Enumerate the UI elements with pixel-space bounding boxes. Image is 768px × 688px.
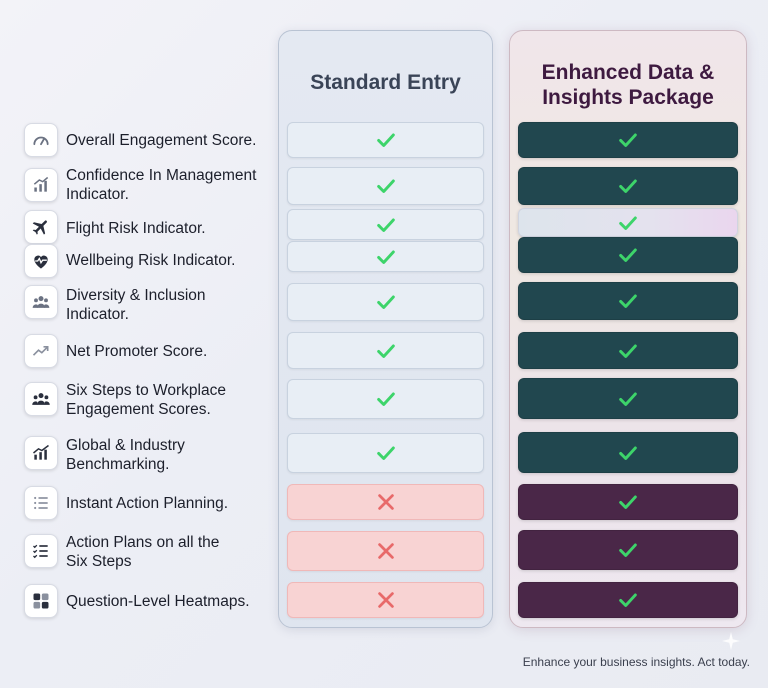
- enhanced-cell: [518, 167, 738, 205]
- check-icon: [375, 442, 397, 464]
- enhanced-cell: [518, 432, 738, 473]
- check-icon: [617, 491, 639, 513]
- check-icon: [375, 129, 397, 151]
- check-icon: [375, 291, 397, 313]
- feature-label: Flight Risk Indicator.: [66, 219, 271, 238]
- feature-label-line1: Wellbeing Risk Indicator.: [66, 252, 236, 269]
- standard-cell: [287, 209, 484, 240]
- cross-icon: [375, 491, 397, 513]
- cross-icon: [375, 540, 397, 562]
- feature-label-line1: Confidence In Management: [66, 167, 257, 184]
- enhanced-cell: [518, 237, 738, 273]
- sparkle-icon: [722, 632, 740, 650]
- standard-cell: [287, 332, 484, 369]
- feature-label: Diversity & Inclusion Indicator.: [66, 286, 271, 324]
- feature-label-line1: Action Plans on all the: [66, 534, 220, 551]
- trend-up-icon: [24, 334, 58, 368]
- airplane-icon: [24, 210, 58, 244]
- check-icon: [375, 175, 397, 197]
- feature-label-line2: Benchmarking.: [66, 456, 170, 473]
- feature-label: Question-Level Heatmaps.: [66, 592, 271, 611]
- check-icon: [375, 214, 397, 236]
- standard-cell: [287, 379, 484, 419]
- enhanced-cell: [518, 332, 738, 369]
- check-icon: [617, 340, 639, 362]
- standard-entry-title-text: Standard Entry: [310, 71, 461, 94]
- enhanced-package-title: Enhanced Data & Insights Package: [509, 60, 747, 110]
- standard-cell: [287, 433, 484, 473]
- check-icon: [617, 212, 639, 234]
- feature-label-line1: Global & Industry: [66, 437, 185, 454]
- standard-cell: [287, 582, 484, 618]
- feature-label: Confidence In Management Indicator.: [66, 166, 271, 204]
- heart-pulse-icon: [24, 244, 58, 278]
- enhanced-cell: [518, 378, 738, 419]
- enhanced-cell: [518, 208, 738, 237]
- enhanced-cell: [518, 484, 738, 520]
- feature-label: Action Plans on all the Six Steps: [66, 533, 271, 571]
- standard-entry-title: Standard Entry: [278, 70, 493, 95]
- check-icon: [375, 246, 397, 268]
- cross-icon: [375, 589, 397, 611]
- feature-label: Net Promoter Score.: [66, 342, 271, 361]
- check-icon: [617, 244, 639, 266]
- standard-cell: [287, 167, 484, 205]
- feature-label: Instant Action Planning.: [66, 494, 271, 513]
- people-group-icon: [24, 285, 58, 319]
- check-icon: [617, 442, 639, 464]
- enhanced-title-line2: Insights Package: [542, 86, 714, 110]
- feature-label: Wellbeing Risk Indicator.: [66, 251, 271, 270]
- check-icon: [617, 175, 639, 197]
- check-icon: [617, 388, 639, 410]
- feature-label-line1: Question-Level Heatmaps.: [66, 593, 250, 610]
- bar-chart-up-icon: [24, 168, 58, 202]
- gauge-icon: [24, 123, 58, 157]
- standard-cell: [287, 484, 484, 520]
- feature-label-line2: Engagement Scores.: [66, 401, 211, 418]
- standard-cell: [287, 531, 484, 571]
- enhanced-title-line1: Enhanced Data &: [541, 61, 715, 84]
- heatmap-grid-icon: [24, 584, 58, 618]
- check-icon: [617, 129, 639, 151]
- check-icon: [617, 589, 639, 611]
- feature-label-line1: Diversity & Inclusion: [66, 287, 206, 304]
- benchmark-chart-icon: [24, 436, 58, 470]
- feature-label-line1: Flight Risk Indicator.: [66, 220, 206, 237]
- feature-label: Six Steps to Workplace Engagement Scores.: [66, 381, 271, 419]
- enhanced-cell: [518, 282, 738, 320]
- feature-label: Overall Engagement Score.: [66, 131, 271, 150]
- check-icon: [617, 539, 639, 561]
- checklist-icon: [24, 534, 58, 568]
- check-icon: [375, 340, 397, 362]
- list-icon: [24, 486, 58, 520]
- standard-cell: [287, 283, 484, 321]
- team-icon: [24, 382, 58, 416]
- footer-tagline: Enhance your business insights. Act toda…: [522, 655, 750, 669]
- enhanced-cell: [518, 122, 738, 158]
- standard-cell: [287, 241, 484, 272]
- enhanced-cell: [518, 582, 738, 618]
- feature-label-line2: Indicator.: [66, 306, 129, 323]
- feature-label-line1: Instant Action Planning.: [66, 495, 229, 512]
- feature-label-line2: Indicator.: [66, 186, 129, 203]
- feature-label-line2: Six Steps: [66, 553, 132, 570]
- feature-label-line1: Six Steps to Workplace: [66, 382, 226, 399]
- check-icon: [375, 388, 397, 410]
- feature-label-line1: Net Promoter Score.: [66, 343, 208, 360]
- standard-cell: [287, 122, 484, 158]
- enhanced-cell: [518, 530, 738, 570]
- feature-label: Global & Industry Benchmarking.: [66, 436, 271, 474]
- check-icon: [617, 290, 639, 312]
- feature-label-line1: Overall Engagement Score.: [66, 132, 257, 149]
